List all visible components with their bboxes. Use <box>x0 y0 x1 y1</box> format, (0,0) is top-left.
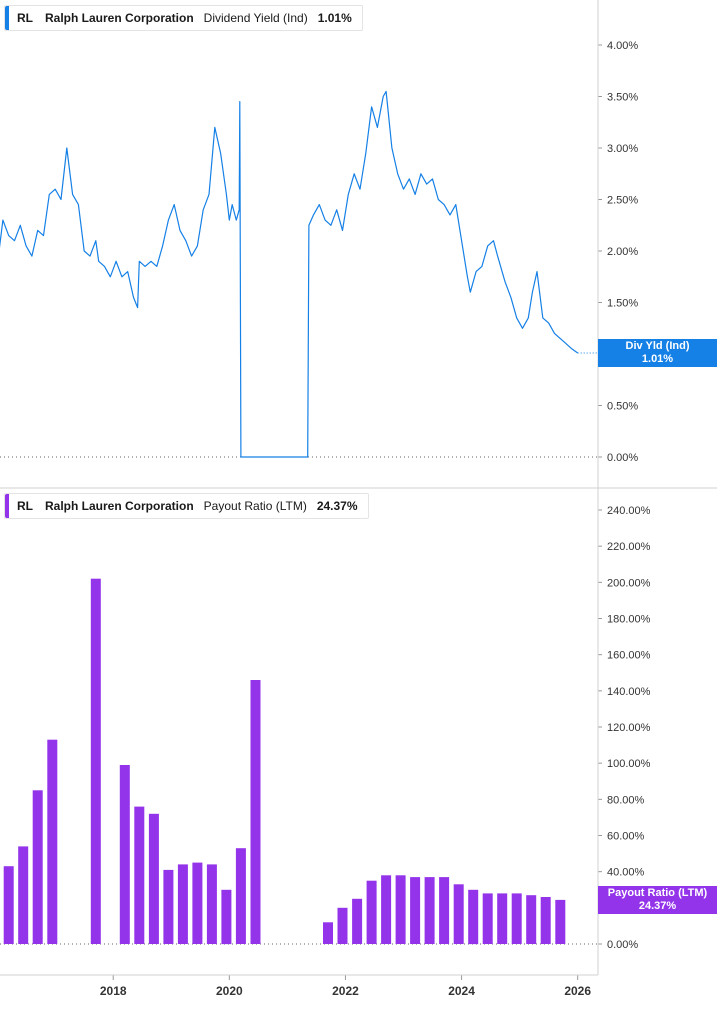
payout-ratio-bar <box>482 893 493 944</box>
top-legend-metric: Dividend Yield (Ind) <box>203 11 308 25</box>
payout-ratio-bar <box>163 869 174 944</box>
payout-ratio-bar <box>18 846 29 944</box>
bottom-y-tick-label: 160.00% <box>607 650 651 662</box>
bottom-legend: RL Ralph Lauren Corporation Payout Ratio… <box>4 493 369 519</box>
payout-ratio-bar <box>468 889 479 945</box>
top-y-axis: 0.00%0.50%1.00%1.50%2.00%2.50%3.00%3.50%… <box>0 40 638 464</box>
payout-ratio-bar <box>526 895 537 944</box>
payout-ratio-bar <box>206 864 217 944</box>
bottom-y-tick-label: 60.00% <box>607 831 645 843</box>
bottom-y-tick-label: 200.00% <box>607 577 651 589</box>
x-tick-label: 2024 <box>448 984 475 998</box>
payout-ratio-bar <box>3 866 14 944</box>
div-yld-tag-value: 1.01% <box>641 353 674 365</box>
bottom-legend-swatch <box>5 494 9 518</box>
payout-ratio-bar <box>32 790 43 944</box>
payout-ratio-bar <box>177 864 188 944</box>
payout-ratio-bar <box>439 877 450 944</box>
payout-ratio-bar <box>323 922 333 944</box>
top-y-tick-label: 0.00% <box>607 452 638 464</box>
payout-ratio-bar <box>555 899 566 944</box>
x-tick-label: 2018 <box>100 984 127 998</box>
x-axis: 2018 2020 2022 2024 2026 <box>100 975 591 998</box>
payout-ratio-tag-name: Payout Ratio (LTM) <box>607 887 708 899</box>
bottom-y-tick-label: 240.00% <box>607 505 651 517</box>
dividend-yield-line <box>0 90 579 458</box>
top-legend-value: 1.01% <box>317 11 352 25</box>
dividend-yield-series <box>0 90 598 458</box>
top-y-tick-label: 2.00% <box>607 246 638 258</box>
top-legend-swatch <box>5 6 9 30</box>
x-tick-label: 2026 <box>564 984 591 998</box>
payout-ratio-bar <box>119 765 130 944</box>
top-y-tick-label: 3.50% <box>607 92 638 104</box>
payout-ratio-bar <box>192 862 203 944</box>
bottom-y-tick-label: 80.00% <box>607 794 645 806</box>
top-y-tick-label: 3.00% <box>607 143 638 155</box>
top-y-tick-label: 1.50% <box>607 298 638 310</box>
bottom-legend-ticker: RL <box>17 499 33 513</box>
payout-ratio-tag-value: 24.37% <box>638 900 677 912</box>
div-yld-tag-name: Div Yld (Ind) <box>625 340 690 352</box>
payout-ratio-bar <box>352 898 363 944</box>
payout-ratio-bar <box>337 907 348 944</box>
bottom-y-tick-label: 120.00% <box>607 722 651 734</box>
payout-ratio-bar <box>395 875 406 944</box>
top-legend: RL Ralph Lauren Corporation Dividend Yie… <box>4 5 363 31</box>
top-y-tick-label: 2.50% <box>607 195 638 207</box>
payout-ratio-bar <box>540 897 551 944</box>
payout-ratio-bar <box>250 680 261 944</box>
payout-ratio-bar <box>47 739 58 944</box>
payout-ratio-bar <box>453 884 464 944</box>
payout-ratio-bar <box>410 877 421 944</box>
payout-ratio-series <box>3 578 566 945</box>
bottom-y-tick-label: 220.00% <box>607 541 651 553</box>
bottom-y-tick-label: 180.00% <box>607 614 651 626</box>
bottom-legend-company: Ralph Lauren Corporation <box>45 499 194 513</box>
payout-ratio-bar <box>497 893 508 944</box>
bottom-y-tick-label: 140.00% <box>607 686 651 698</box>
payout-ratio-bar <box>511 893 522 944</box>
x-tick-label: 2022 <box>332 984 359 998</box>
top-y-tick-label: 4.00% <box>607 40 638 52</box>
payout-ratio-bar <box>148 813 159 944</box>
payout-ratio-bar <box>134 806 145 944</box>
bottom-y-tick-label: 40.00% <box>607 867 645 879</box>
payout-ratio-bar <box>366 880 377 944</box>
bottom-legend-value: 24.37% <box>316 499 358 513</box>
payout-ratio-bar <box>235 848 246 944</box>
top-legend-company: Ralph Lauren Corporation <box>45 11 194 25</box>
payout-ratio-bar <box>90 578 101 944</box>
bottom-y-tick-label: 0.00% <box>607 939 638 951</box>
bottom-legend-metric: Payout Ratio (LTM) <box>203 499 307 513</box>
top-legend-ticker: RL <box>17 11 33 25</box>
top-y-tick-label: 0.50% <box>607 401 638 413</box>
bottom-y-tick-label: 100.00% <box>607 758 651 770</box>
payout-ratio-bar <box>424 877 435 944</box>
payout-ratio-bar <box>221 889 232 945</box>
payout-ratio-value-tag: Payout Ratio (LTM) 24.37% <box>598 886 717 914</box>
x-tick-label: 2020 <box>216 984 243 998</box>
payout-ratio-bar <box>381 875 392 944</box>
div-yld-value-tag: Div Yld (Ind) 1.01% <box>598 339 717 367</box>
